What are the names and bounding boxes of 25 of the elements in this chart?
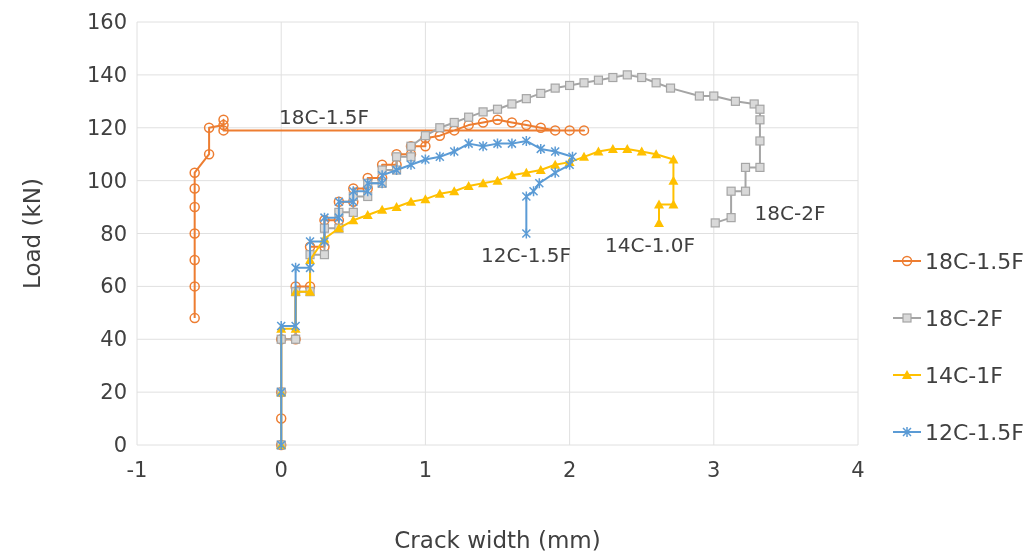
y-tick-label: 60 bbox=[100, 274, 127, 299]
annotation: 18C-2F bbox=[754, 201, 826, 225]
legend-label: 18C-1.5F bbox=[925, 249, 1024, 274]
x-tick-label: 4 bbox=[851, 458, 865, 482]
legend-label: 14C-1F bbox=[925, 363, 1003, 388]
y-tick-label: 80 bbox=[100, 221, 127, 246]
annotation: 18C-1.5F bbox=[279, 105, 369, 129]
x-tick-label: 2 bbox=[562, 458, 577, 482]
y-tick-label: 160 bbox=[86, 10, 127, 34]
x-tick-label: 3 bbox=[707, 458, 721, 482]
x-axis-title: Crack width (mm) bbox=[394, 527, 601, 553]
y-tick-label: 20 bbox=[100, 380, 127, 405]
y-tick-label: 140 bbox=[86, 62, 127, 87]
x-tick-label: 0 bbox=[274, 458, 288, 482]
y-tick-label: 0 bbox=[113, 433, 127, 457]
annotation: 12C-1.5F bbox=[481, 243, 571, 267]
y-tick-label: 40 bbox=[100, 327, 127, 352]
y-axis-title: Load (kN) bbox=[19, 178, 45, 289]
legend-label: 12C-1.5F bbox=[925, 420, 1024, 445]
y-tick-label: 120 bbox=[86, 115, 127, 140]
y-tick-label: 100 bbox=[86, 168, 127, 193]
annotation: 14C-1.0F bbox=[605, 233, 695, 257]
x-tick-label: 1 bbox=[418, 458, 433, 482]
legend-label: 18C-2F bbox=[925, 306, 1003, 331]
x-tick-label: -1 bbox=[126, 458, 148, 482]
